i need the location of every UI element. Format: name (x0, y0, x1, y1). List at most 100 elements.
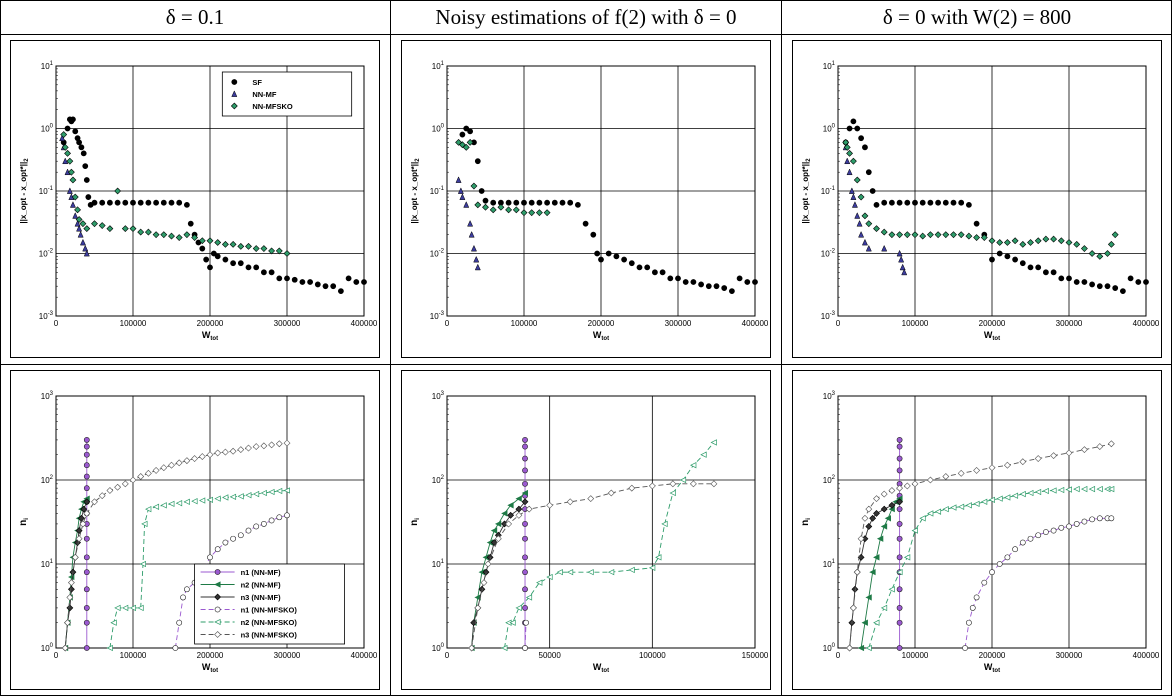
data-point (490, 527, 498, 534)
data-point (873, 201, 880, 208)
data-point (71, 193, 79, 201)
data-point (1057, 486, 1065, 494)
series-n2-nn-mfsko- (865, 485, 1115, 652)
data-point (129, 225, 137, 233)
data-point (191, 234, 199, 241)
data-point (1035, 264, 1042, 271)
data-point (896, 249, 903, 257)
data-point (284, 512, 290, 519)
data-point (168, 461, 175, 469)
data-point (1057, 237, 1065, 245)
x-tick-label: 0 (54, 319, 59, 328)
data-point (74, 219, 81, 227)
data-point (152, 467, 160, 474)
data-point (229, 240, 237, 248)
data-point (1050, 487, 1057, 494)
series-nn-mfsko (842, 138, 1119, 260)
data-point (214, 546, 221, 553)
series-sf (459, 125, 758, 295)
data-point (268, 247, 276, 255)
data-point (521, 498, 529, 506)
data-point (876, 535, 884, 542)
data-point (183, 457, 191, 465)
data-point (114, 604, 121, 612)
data-point (854, 125, 861, 132)
data-point (505, 206, 513, 214)
data-point (183, 586, 190, 593)
x-tick-label: 400000 (351, 319, 378, 328)
x-tick-label: 0 (445, 651, 450, 660)
x-tick-label: 300000 (1056, 319, 1083, 328)
data-point (880, 604, 888, 612)
data-point (207, 554, 213, 561)
data-point (981, 579, 988, 586)
data-point (880, 490, 888, 498)
data-point (513, 199, 520, 206)
data-point (137, 604, 144, 612)
legend-label: NN-MFSKO (252, 102, 293, 111)
series-n3-nn-mfsko- (61, 439, 291, 652)
data-point (322, 283, 329, 290)
data-point (121, 480, 129, 488)
data-point (896, 455, 903, 462)
data-point (1050, 269, 1057, 276)
data-point (83, 451, 90, 458)
data-point (1107, 485, 1115, 493)
data-point (275, 247, 283, 255)
x-axis-label: Wtot (202, 662, 218, 674)
data-point (268, 517, 275, 524)
x-tick-label: 200000 (979, 651, 1006, 660)
data-point (83, 498, 91, 506)
data-point (176, 619, 183, 626)
data-point (199, 245, 206, 252)
data-point (198, 453, 206, 461)
data-point (198, 237, 206, 245)
data-point (1011, 237, 1019, 245)
data-point (862, 144, 868, 151)
data-point (950, 199, 957, 206)
data-point (144, 469, 152, 477)
data-point (467, 128, 473, 135)
legend-label: NN-MF (252, 90, 277, 99)
data-point (145, 199, 152, 206)
data-point (106, 487, 114, 494)
data-point (139, 560, 146, 568)
data-point (842, 138, 850, 146)
legend-label: n3 (NN-MFSKO) (241, 631, 298, 640)
x-tick-label: 100000 (120, 319, 147, 328)
data-point (222, 539, 229, 546)
data-point (522, 443, 528, 450)
y-axis-label: ||x_opt - x_opt*||2 (801, 158, 812, 224)
data-point (268, 269, 275, 276)
x-tick-label: 300000 (1056, 651, 1083, 660)
data-point (252, 443, 260, 450)
data-point (114, 199, 121, 206)
data-point (559, 199, 566, 206)
data-point (1019, 260, 1026, 267)
data-point (468, 230, 475, 238)
data-point (1019, 240, 1027, 248)
data-point (857, 644, 865, 652)
data-point (137, 199, 144, 206)
y-tick-label: 10-2 (821, 249, 836, 259)
series-n1-nn-mfsko- (522, 619, 529, 651)
data-point (489, 206, 497, 214)
data-point (965, 201, 972, 208)
y-tick-label: 101 (432, 559, 445, 569)
data-point (898, 255, 905, 263)
data-point (229, 493, 237, 501)
y-tick-label: 101 (823, 61, 836, 71)
data-point (67, 585, 75, 593)
data-point (896, 619, 903, 626)
data-point (958, 199, 965, 206)
data-point (1065, 486, 1072, 493)
data-point (648, 564, 656, 572)
data-point (904, 199, 911, 206)
data-point (268, 441, 276, 449)
data-point (865, 523, 873, 530)
data-point (83, 473, 90, 480)
data-point (1073, 279, 1080, 285)
data-point (710, 480, 718, 488)
data-point (129, 604, 136, 612)
data-point (515, 604, 522, 612)
